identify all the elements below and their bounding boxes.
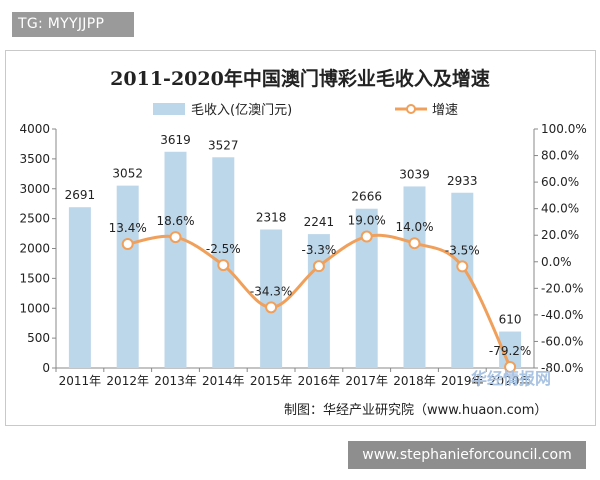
chart-title: 2011-2020年中国澳门博彩业毛收入及增速 — [110, 67, 490, 90]
x-tick-label: 2018年 — [393, 374, 436, 388]
x-tick-label: 2012年 — [106, 374, 149, 388]
y-left-tick-label: 1000 — [19, 301, 50, 315]
y-left-tick-label: 3000 — [19, 182, 50, 196]
growth-point — [265, 301, 278, 314]
growth-point — [312, 260, 325, 273]
x-tick-label: 2020年 — [489, 374, 532, 388]
watermark: 华经情报网 — [471, 369, 551, 388]
y-left-tick-label: 500 — [27, 331, 50, 345]
revenue-bar — [116, 185, 139, 368]
legend: 毛收入(亿澳门元) 增速 — [153, 102, 458, 118]
growth-point — [408, 237, 421, 250]
growth-label: -34.3% — [250, 284, 292, 298]
revenue-bar — [451, 192, 474, 368]
legend-line-marker — [406, 104, 416, 114]
x-tick-label: 2013年 — [154, 374, 197, 388]
x-tick-label: 2014年 — [202, 374, 245, 388]
growth-point — [504, 360, 517, 373]
revenue-bar — [260, 229, 283, 368]
growth-label: -2.5% — [206, 242, 241, 256]
y-left-tick-label: 4000 — [19, 122, 50, 136]
growth-point — [169, 231, 182, 244]
x-tick-label: 2015年 — [250, 374, 293, 388]
y-right-tick-label: -40.0% — [541, 308, 583, 322]
growth-label: -79.2% — [489, 344, 531, 358]
growth-label: 19.0% — [348, 214, 386, 228]
bottom-tag: www.stephanieforcouncil.com — [348, 441, 586, 469]
revenue-bar-label: 3619 — [160, 133, 191, 147]
y-left-tick-label: 3500 — [19, 152, 50, 166]
growth-line — [121, 230, 517, 373]
growth-point — [217, 259, 230, 272]
y-left-tick-label: 2000 — [19, 242, 50, 256]
revenue-bar — [403, 186, 426, 368]
revenue-bar-label: 3527 — [208, 138, 239, 152]
x-tick-label: 2019年 — [441, 374, 484, 388]
x-tick-label: 2011年 — [59, 374, 102, 388]
source-note: 制图：华经产业研究院（www.huaon.com） — [284, 403, 547, 418]
revenue-bar — [355, 208, 378, 368]
revenue-bar-label: 2933 — [447, 174, 478, 188]
revenue-bar-label: 3039 — [399, 167, 430, 181]
chart-svg: 2011-2020年中国澳门博彩业毛收入及增速 毛收入(亿澳门元) 增速 0 50… — [19, 67, 586, 418]
y-right-tick-label: -20.0% — [541, 281, 583, 295]
revenue-bar-label: 610 — [499, 313, 522, 327]
y-right-tick-label: -80.0% — [541, 361, 583, 375]
growth-label: -3.5% — [445, 243, 480, 257]
growth-point — [121, 237, 134, 250]
y-right-tick-label: 80.0% — [541, 149, 579, 163]
growth-label: 14.0% — [395, 220, 433, 234]
y-right-tick-label: 20.0% — [541, 228, 579, 242]
legend-line-label: 增速 — [432, 103, 458, 118]
legend-bar-label: 毛收入(亿澳门元) — [191, 102, 292, 118]
x-tick-label: 2016年 — [298, 374, 341, 388]
revenue-bar-label: 2666 — [351, 190, 382, 204]
growth-label: 13.4% — [109, 221, 147, 235]
top-tag: TG: MYYJJPP — [12, 12, 134, 37]
revenue-bar — [499, 331, 522, 368]
growth-label: -3.3% — [301, 243, 336, 257]
revenue-bar-label: 2318 — [256, 210, 287, 224]
growth-point — [360, 230, 373, 243]
axes: 0 500 1000 1500 2000 2500 3000 3500 4000 -80.0% -6… — [19, 122, 586, 388]
y-right-tick-label: 60.0% — [541, 175, 579, 189]
y-right-tick-label: 40.0% — [541, 202, 579, 216]
revenue-bar — [164, 151, 187, 368]
y-left-tick-label: 2500 — [19, 212, 50, 226]
data-labels: 2691 3052 3619 3527 2318 2241 2666 3039 2933 610 1… — [65, 133, 532, 358]
growth-point — [456, 260, 469, 273]
chart-frame: 2011-2020年中国澳门博彩业毛收入及增速 毛收入(亿澳门元) 增速 0 50… — [5, 50, 596, 426]
revenue-bar-label: 2241 — [304, 215, 335, 229]
revenue-bar-label: 3052 — [112, 167, 143, 181]
y-right-tick-label: -60.0% — [541, 334, 583, 348]
y-left-tick-label: 0 — [42, 361, 50, 375]
x-tick-label: 2017年 — [345, 374, 388, 388]
y-right-tick-label: 0.0% — [541, 255, 572, 269]
y-right-tick-label: 100.0% — [541, 122, 587, 136]
growth-label: 18.6% — [156, 214, 194, 228]
revenue-bar — [68, 207, 91, 368]
legend-bar-swatch — [153, 103, 185, 115]
revenue-bar-label: 2691 — [65, 188, 96, 202]
y-left-tick-label: 1500 — [19, 271, 50, 285]
